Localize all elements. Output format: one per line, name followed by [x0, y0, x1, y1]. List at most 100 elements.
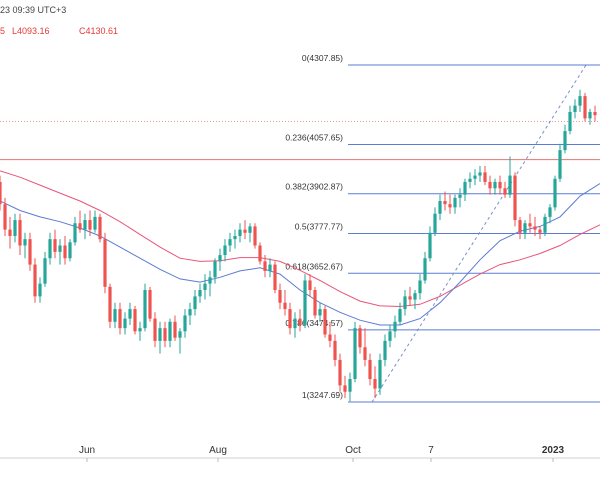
candle-body-89 [443, 201, 447, 205]
candle-body-41 [203, 283, 207, 291]
fib-level-label-1: 0.236(4057.65) [285, 133, 343, 143]
candle-body-83 [413, 293, 417, 300]
candle-body-62 [308, 280, 312, 291]
candle-body-23 [113, 309, 117, 322]
candle-body-106 [528, 223, 532, 227]
fib-level-label-4: 0.618(3652.67) [285, 261, 343, 271]
candle-body-105 [523, 223, 527, 233]
candle-body-56 [278, 290, 282, 303]
candle-body-75 [373, 379, 377, 389]
candle-body-76 [378, 359, 382, 389]
candle-body-28 [138, 328, 142, 332]
candle-body-109 [543, 216, 547, 233]
candle-body-30 [148, 290, 152, 319]
candle-body-8 [38, 283, 42, 297]
candle-body-40 [198, 290, 202, 297]
candle-body-1 [3, 204, 7, 230]
candle-body-87 [433, 213, 437, 233]
candle-body-0 [0, 181, 2, 205]
candle-body-119 [593, 111, 597, 116]
x-tick-label-2: Oct [345, 445, 361, 456]
candle-body-35 [173, 321, 177, 338]
candle-body-32 [158, 328, 162, 341]
candle-body-107 [533, 226, 537, 230]
candle-body-99 [493, 181, 497, 189]
candle-body-111 [553, 178, 557, 208]
candle-body-50 [248, 226, 252, 233]
candle-body-15 [73, 223, 77, 243]
header-low: L4093.16 [12, 26, 50, 36]
candle-body-118 [588, 111, 592, 119]
fibonacci-levels: 0(4307.85) 0.236(4057.65) 0.382(3902.87) 0.… [285, 53, 600, 403]
candle-body-102 [508, 175, 512, 195]
candle-body-95 [473, 175, 477, 179]
candle-body-25 [123, 318, 127, 329]
candle-body-17 [83, 220, 87, 230]
candle-body-84 [418, 280, 422, 294]
candle-body-104 [518, 220, 522, 233]
candle-body-70 [348, 379, 352, 392]
candle-body-82 [408, 296, 412, 300]
candle-body-115 [573, 105, 577, 112]
candle-body-22 [108, 286, 112, 322]
candle-body-46 [228, 239, 232, 246]
candle-body-43 [213, 261, 217, 278]
candle-body-7 [33, 264, 37, 297]
ma-fast-group [0, 183, 600, 326]
candle-body-58 [288, 309, 292, 329]
candle-body-114 [568, 111, 572, 132]
candle-body-53 [263, 261, 267, 271]
candle-body-68 [338, 359, 342, 386]
candle-body-54 [268, 264, 272, 271]
candle-body-48 [238, 229, 242, 236]
candle-body-26 [128, 309, 132, 319]
candle-body-88 [438, 201, 442, 214]
candle-body-18 [88, 220, 92, 230]
candle-body-11 [53, 239, 57, 252]
candle-body-45 [223, 245, 227, 256]
fib-level-label-5: 0.786(3474.57) [285, 318, 343, 328]
candle-body-19 [93, 216, 97, 230]
candle-body-65 [323, 309, 327, 335]
fib-trendline [371, 64, 587, 403]
candle-body-96 [478, 172, 482, 176]
header-ohlc-tail: 5 [0, 26, 6, 36]
candle-body-9 [43, 258, 47, 284]
candles-group [0, 89, 597, 402]
candle-body-110 [548, 207, 552, 217]
candle-body-77 [383, 340, 387, 360]
candle-body-27 [133, 309, 137, 332]
candle-body-5 [23, 239, 27, 246]
candle-body-85 [423, 258, 427, 281]
ma-fast-line [0, 183, 600, 326]
header-timestamp: 23 09:39 UTC+3 [0, 5, 67, 15]
candle-body-13 [63, 245, 67, 259]
candle-body-55 [273, 264, 277, 291]
candle-body-2 [8, 229, 12, 236]
candle-body-4 [18, 220, 22, 246]
candle-body-108 [538, 229, 542, 233]
candle-body-67 [333, 340, 337, 360]
candle-body-100 [498, 181, 502, 189]
candle-body-31 [153, 318, 157, 341]
ma-slow-line [0, 170, 600, 308]
candle-body-81 [403, 296, 407, 310]
candle-body-57 [283, 302, 287, 310]
candle-body-16 [78, 223, 82, 230]
candle-body-20 [98, 216, 102, 240]
candle-body-37 [183, 315, 187, 332]
candle-body-94 [468, 178, 472, 182]
candle-body-14 [68, 242, 72, 259]
x-tick-label-4: 2023 [542, 445, 565, 456]
candle-body-91 [453, 197, 457, 208]
ma-slow-group [0, 170, 600, 308]
candle-body-10 [48, 239, 52, 259]
candle-body-79 [393, 321, 397, 332]
candle-body-64 [318, 309, 322, 316]
candle-body-103 [513, 175, 517, 221]
candle-body-93 [463, 181, 467, 195]
fib-level-label-0: 0(4307.85) [302, 53, 343, 63]
candle-body-74 [368, 359, 372, 380]
